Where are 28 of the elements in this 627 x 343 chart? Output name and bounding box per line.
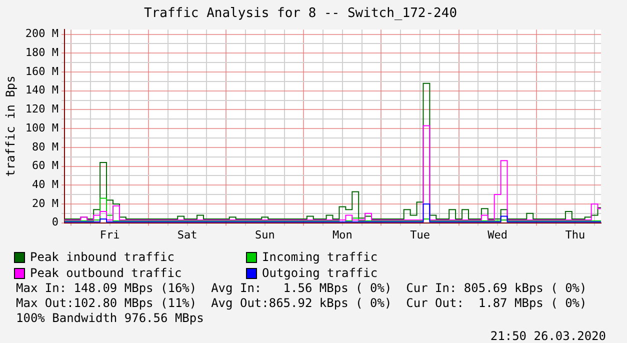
y-tick-label: 180 M	[25, 46, 59, 60]
y-tick-label: 80 M	[32, 140, 59, 154]
y-tick-label: 120 M	[25, 102, 59, 116]
x-tick-label: Wed	[488, 228, 508, 242]
x-tick-label: Tue	[410, 228, 430, 242]
text: Max Out:102.80 MBps (11%) Avg Out:865.92 kBps ( 0%) Cur Out: 1.87 MBps ( 0%)	[16, 296, 588, 311]
y-tick-label: 20 M	[32, 196, 59, 210]
x-tick-label: Thu	[565, 228, 586, 242]
text: 21:50 26.03.2020	[489, 329, 606, 343]
y-tick-label: 40 M	[32, 178, 59, 191]
text: Max In: 148.09 MBps (16%) Avg In: 1.56 MBps ( 0%) Cur In: 805.69 kBps ( 0%)	[16, 281, 588, 296]
legend-label: Peak outbound traffic	[29, 266, 183, 280]
y-tick-label: 160 M	[25, 64, 59, 78]
y-axis-title: traffic in Bps	[3, 76, 18, 177]
y-tick-label: 100 M	[25, 121, 59, 134]
legend-label: Outgoing traffic	[261, 266, 379, 280]
x-tick-label: Fri	[100, 228, 120, 242]
x-tick-label: Mon	[332, 228, 352, 242]
y-tick-label: 0	[52, 216, 59, 229]
legend-label: Peak inbound traffic	[29, 250, 176, 264]
chart-title: Traffic Analysis for 8 -- Switch_172-240	[144, 6, 458, 22]
x-tick-label: Sat	[177, 228, 198, 242]
y-tick-label: 60 M	[32, 159, 59, 172]
x-tick-label: Sun	[254, 228, 275, 242]
legend-label: Incoming traffic	[261, 250, 379, 264]
y-tick-label: 200 M	[25, 27, 59, 40]
y-tick-label: 140 M	[25, 84, 59, 97]
text: 100% Bandwidth 976.56 MBps	[16, 311, 205, 326]
